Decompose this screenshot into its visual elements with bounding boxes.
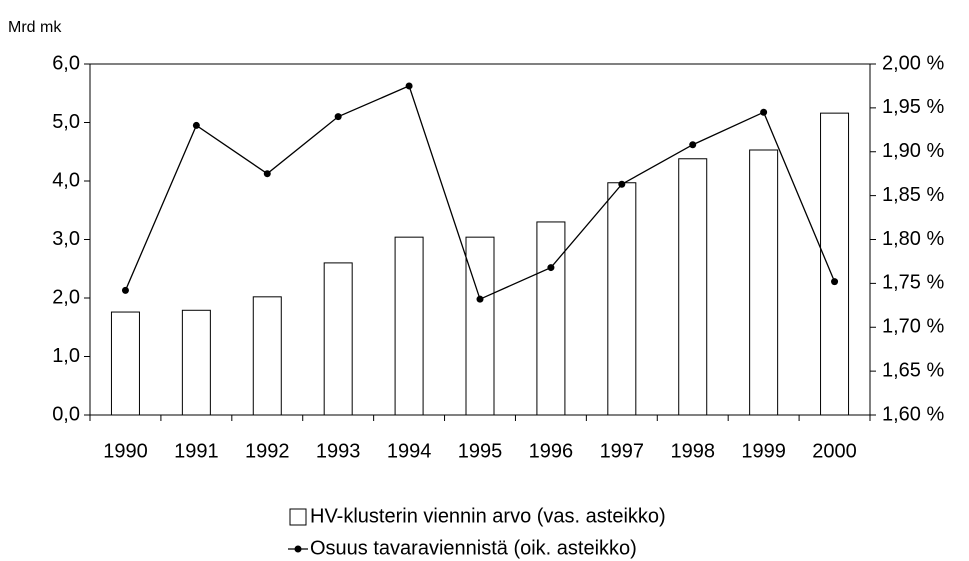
bar <box>323 262 353 416</box>
y2-tick-label: 1,90 % <box>882 140 944 162</box>
legend-label: Osuus tavaraviennistä (oik. asteikko) <box>310 537 637 559</box>
y2-tick-label: 1,75 % <box>882 272 944 294</box>
line-point <box>121 286 129 294</box>
x-tick-label: 1994 <box>387 440 432 462</box>
bar <box>465 236 495 416</box>
line-point <box>192 121 200 129</box>
line-point <box>405 82 413 90</box>
x-tick-label: 1990 <box>103 440 148 462</box>
x-tick-label: 1992 <box>245 440 290 462</box>
bar <box>607 182 637 416</box>
x-tick-label: 1997 <box>600 440 645 462</box>
y-axis-label: Mrd mk <box>8 19 62 36</box>
y2-tick-label: 2,00 % <box>882 52 944 74</box>
x-tick-label: 1995 <box>458 440 503 462</box>
y2-tick-label: 1,60 % <box>882 403 944 425</box>
x-tick-label: 2000 <box>812 440 857 462</box>
y2-tick-label: 1,70 % <box>882 316 944 338</box>
y-tick-label: 0,0 <box>52 403 80 425</box>
line-point <box>760 108 768 116</box>
line-point <box>547 264 555 272</box>
bar <box>394 236 424 416</box>
line-point <box>263 170 271 178</box>
x-tick-label: 1993 <box>316 440 361 462</box>
y-tick-label: 1,0 <box>52 345 80 367</box>
bar <box>536 221 566 416</box>
y-tick-label: 3,0 <box>52 228 80 250</box>
line-point <box>476 295 484 303</box>
bar <box>678 158 708 416</box>
y-tick-label: 2,0 <box>52 286 80 308</box>
legend-label: HV-klusterin viennin arvo (vas. asteikko… <box>310 505 666 527</box>
line-point <box>618 180 626 188</box>
line-point <box>831 278 839 286</box>
x-tick-label: 1991 <box>174 440 219 462</box>
x-tick-label: 1999 <box>741 440 786 462</box>
bar <box>820 112 850 416</box>
y2-tick-label: 1,80 % <box>882 228 944 250</box>
legend-swatch-dot <box>294 545 302 553</box>
y-tick-label: 5,0 <box>52 111 80 133</box>
bar <box>749 149 779 416</box>
legend-swatch <box>289 508 307 526</box>
bar <box>181 309 211 416</box>
y2-tick-label: 1,95 % <box>882 96 944 118</box>
x-tick-label: 1996 <box>529 440 574 462</box>
line-point <box>334 113 342 121</box>
y2-tick-label: 1,65 % <box>882 359 944 381</box>
line-point <box>689 141 697 149</box>
x-tick-label: 1998 <box>670 440 715 462</box>
y-tick-label: 4,0 <box>52 169 80 191</box>
bar <box>252 296 282 416</box>
y-tick-label: 6,0 <box>52 52 80 74</box>
bar <box>110 311 140 416</box>
y2-tick-label: 1,85 % <box>882 184 944 206</box>
